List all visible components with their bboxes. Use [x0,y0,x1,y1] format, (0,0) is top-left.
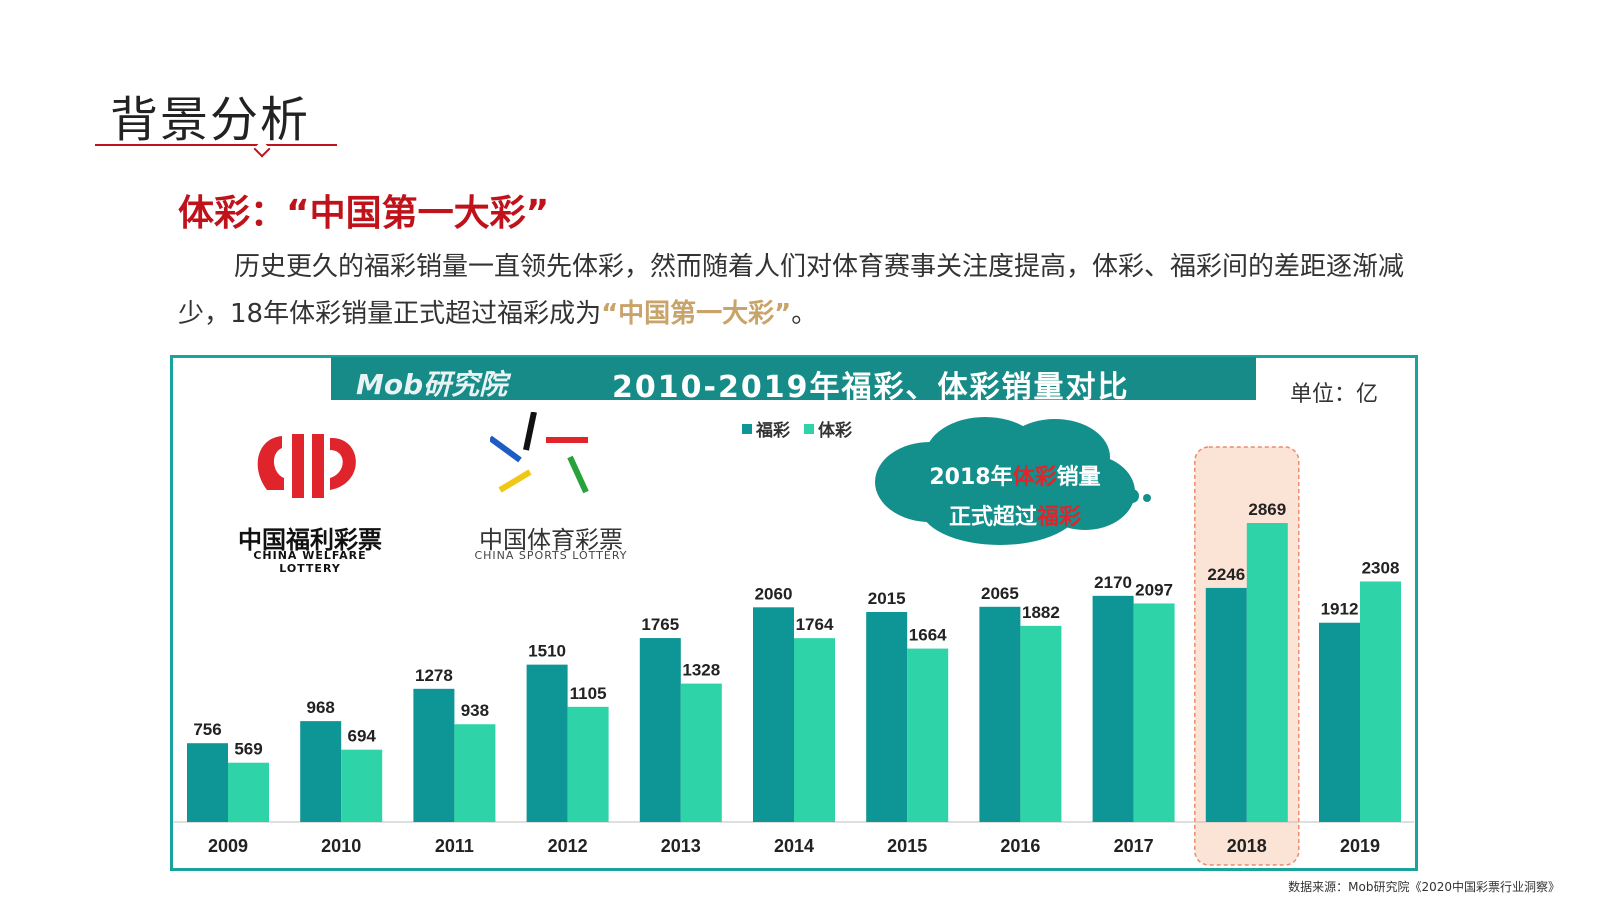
sports-lottery-name: 中国体育彩票 [479,526,623,554]
data-source-note: 数据来源：Mob研究院《2020中国彩票行业洞察》 [1288,880,1560,894]
chart-legend: 福彩 体彩 [742,416,852,441]
bar-welfare-2013 [639,638,681,822]
x-tick-label-2014: 2014 [774,836,814,856]
bar-welfare-2018 [1205,587,1247,822]
bar-welfare-2012 [526,664,568,822]
x-tick-label-2010: 2010 [321,836,361,856]
x-tick-label-2015: 2015 [887,836,927,856]
callout-sales: 销量 [1056,465,1101,490]
legend-swatch-welfare [742,423,752,434]
data-label-welfare-2009: 756 [193,720,221,739]
sports-lottery-star-icon [490,412,589,494]
bar-welfare-2017 [1092,595,1134,822]
bar-welfare-2015 [866,612,908,822]
bar-sports-2017 [1133,603,1175,822]
data-label-sports-2012: 1105 [570,684,607,703]
legend-item-welfare: 福彩 [742,416,790,441]
data-label-sports-2010: 694 [348,727,377,746]
welfare-lottery-name: 中国福利彩票 [238,526,382,554]
data-label-sports-2016: 1882 [1022,603,1060,622]
title-underline [95,144,337,146]
chart-title-banner [331,357,1256,400]
welfare-lottery-english: CHINA WELFARE LOTTERY [253,549,367,575]
data-label-welfare-2015: 2015 [868,589,906,608]
legend-label-sports: 体彩 [818,421,852,441]
callout-sports: 体彩 [1012,465,1057,490]
data-label-welfare-2013: 1765 [641,615,679,634]
legend-swatch-sports [804,423,814,434]
bar-welfare-2019 [1319,622,1360,822]
callout-year: 2018年 [929,465,1013,490]
unit-label: 单位：亿 [1290,382,1379,407]
mob-logo: Mob研究院 [356,368,508,401]
callout-surpass: 正式超过 [948,505,1037,530]
paragraph-end: 。 [791,299,818,329]
callout-welfare: 福彩 [1037,505,1082,530]
data-label-sports-2019: 2308 [1362,558,1400,577]
bar-sports-2012 [567,706,609,822]
data-label-welfare-2016: 2065 [981,584,1019,603]
bar-sports-2015 [907,648,949,822]
bar-sports-2010 [341,749,383,822]
bar-sports-2018 [1246,523,1288,822]
bar-sports-2014 [794,638,835,822]
bar-sports-2016 [1020,625,1062,822]
paragraph-highlight: “中国第一大彩” [601,299,792,329]
bar-sports-2019 [1360,581,1401,822]
bar-welfare-2016 [979,606,1021,822]
data-label-sports-2015: 1664 [909,626,947,645]
page-title: 背景分析 [110,92,311,148]
x-tick-label-2011: 2011 [435,836,474,856]
legend-item-sports: 体彩 [804,416,852,441]
data-label-sports-2011: 938 [461,701,489,720]
bar-welfare-2010 [300,721,342,822]
x-tick-label-2016: 2016 [1000,836,1040,856]
data-label-sports-2017: 2097 [1135,580,1173,599]
bar-sports-2011 [454,724,496,822]
paragraph-text: 历史更久的福彩销量一直领先体彩，然而随着人们对体育赛事关注度提高，体彩、福彩间的… [178,252,1405,329]
data-label-welfare-2011: 1278 [415,666,453,685]
x-tick-label-2018: 2018 [1227,836,1267,856]
bar-welfare-2011 [413,688,455,822]
callout-line-2: 正式超过福彩 [910,498,1120,538]
bar-sports-2013 [680,683,722,822]
bar-sports-2009 [228,762,269,822]
data-label-welfare-2017: 2170 [1094,573,1132,592]
data-label-welfare-2010: 968 [307,698,335,717]
welfare-lottery-logo-icon [257,434,356,498]
bar-welfare-2009 [187,743,228,822]
chart-title: 2010-2019年福彩、体彩销量对比 [612,370,1130,405]
x-tick-label-2019: 2019 [1340,836,1380,856]
section-subtitle: 体彩：“中国第一大彩” [178,193,550,234]
callout-cloud-icon [875,417,1151,545]
bar-welfare-2014 [753,607,794,822]
x-tick-label-2013: 2013 [661,836,701,856]
data-label-sports-2014: 1764 [796,615,834,634]
data-label-sports-2018: 2869 [1248,500,1286,519]
data-label-welfare-2014: 2060 [755,584,793,603]
x-tick-label-2009: 2009 [208,836,248,856]
callout-line-1: 2018年体彩销量 [910,458,1120,498]
legend-label-welfare: 福彩 [756,421,790,441]
data-label-sports-2009: 569 [234,740,262,759]
data-label-welfare-2019: 1912 [1321,600,1359,619]
data-label-welfare-2018: 2246 [1207,565,1245,584]
callout-text: 2018年体彩销量 正式超过福彩 [910,458,1120,538]
x-tick-label-2012: 2012 [548,836,588,856]
data-label-welfare-2012: 1510 [528,642,566,661]
data-label-sports-2013: 1328 [682,661,720,680]
sports-lottery-english: CHINA SPORTS LOTTERY [474,549,628,562]
x-tick-label-2017: 2017 [1114,836,1154,856]
body-paragraph: 历史更久的福彩销量一直领先体彩，然而随着人们对体育赛事关注度提高，体彩、福彩间的… [178,244,1418,338]
